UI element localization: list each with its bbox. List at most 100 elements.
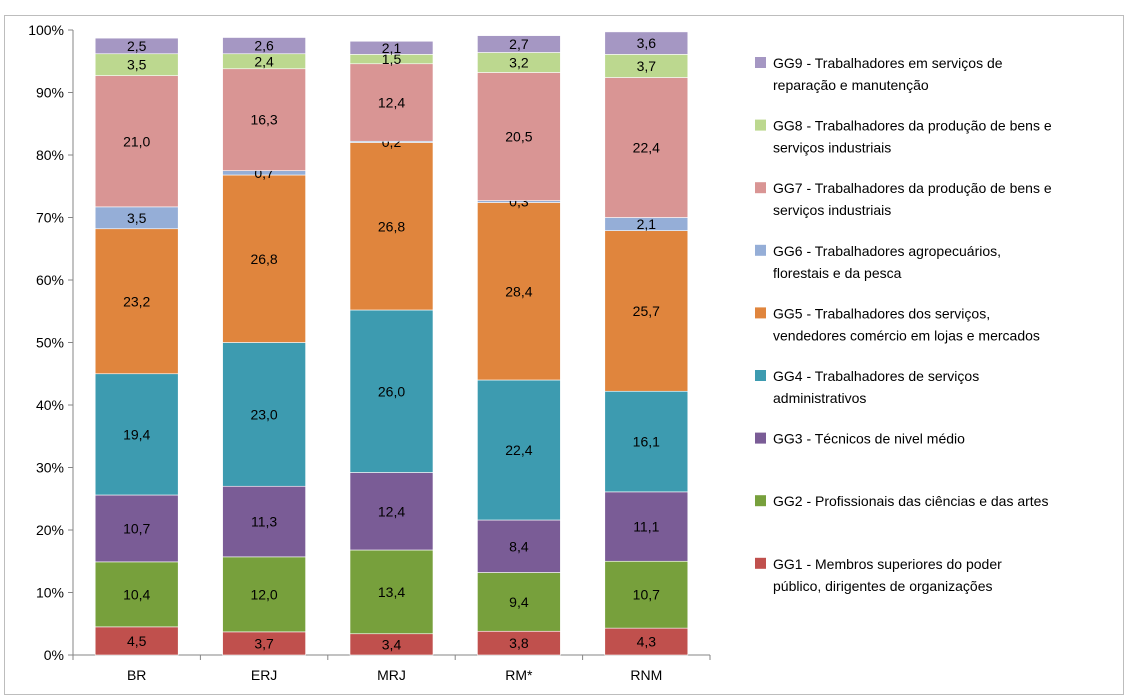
y-tick-label: 70% — [36, 210, 64, 226]
legend-swatch — [755, 57, 766, 68]
legend-swatch — [755, 432, 766, 444]
x-tick-label: MRJ — [377, 667, 406, 683]
data-label: 11,3 — [251, 514, 277, 530]
data-label: 3,4 — [382, 636, 402, 652]
legend-label: GG6 - Trabalhadores agropecuários, — [773, 243, 1001, 259]
legend-label: florestais e da pesca — [773, 265, 902, 281]
legend-label: GG7 - Trabalhadores da produção de bens … — [773, 180, 1052, 196]
bar-segment — [222, 485, 306, 558]
data-label: 3,2 — [509, 55, 529, 71]
bar-segment — [349, 472, 434, 551]
data-label: 23,2 — [123, 293, 150, 309]
bar-segment — [94, 75, 179, 208]
data-label: 21,0 — [123, 133, 150, 149]
legend-swatch — [755, 370, 766, 381]
data-label: 2,7 — [509, 36, 529, 52]
data-label: 12,0 — [250, 586, 277, 602]
legend-swatch — [755, 119, 766, 131]
y-tick-label: 80% — [36, 147, 64, 163]
x-tick-label: BR — [127, 667, 146, 683]
legend-label: GG9 - Trabalhadores em serviços de — [773, 55, 1003, 71]
data-label: 28,4 — [505, 283, 532, 299]
bar-segment — [222, 68, 306, 171]
legend-swatch — [755, 244, 766, 256]
bar-segment — [477, 35, 561, 53]
data-label: 2,5 — [127, 38, 147, 54]
data-label: 3,5 — [127, 210, 147, 226]
data-label: 23,0 — [250, 406, 277, 422]
data-label: 9,4 — [509, 594, 529, 610]
x-tick-label: ERJ — [251, 667, 277, 683]
bar-segment — [349, 63, 434, 142]
data-label: 1,5 — [382, 51, 402, 67]
y-tick-label: 40% — [36, 397, 64, 413]
y-tick-label: 30% — [36, 460, 64, 476]
legend-label: GG8 - Trabalhadores da produção de bens … — [773, 118, 1052, 134]
legend-label: serviços industriais — [773, 202, 891, 218]
legend-label: GG4 - Trabalhadores de serviços — [773, 368, 979, 384]
bar-segment — [604, 560, 689, 629]
bar-segment — [477, 202, 561, 381]
data-label: 22,4 — [633, 140, 660, 156]
y-tick-label: 20% — [36, 522, 64, 538]
data-label: 19,4 — [123, 426, 150, 442]
data-label: 26,8 — [378, 218, 405, 234]
bar-segment — [349, 549, 434, 635]
bar-segment — [477, 72, 561, 201]
legend-label: reparação e manutenção — [773, 77, 929, 93]
data-label: 4,3 — [637, 634, 657, 650]
data-label: 16,1 — [633, 434, 660, 450]
legend-swatch — [755, 307, 766, 319]
legend-label: serviços industriais — [773, 140, 891, 156]
bar-segment — [94, 373, 179, 496]
bar-segment — [222, 37, 306, 55]
data-label: 25,7 — [633, 303, 660, 319]
data-label: 3,8 — [509, 635, 529, 651]
bar-segment — [222, 556, 306, 633]
bar-segment — [94, 561, 179, 628]
data-label: 10,7 — [633, 587, 660, 603]
legend-label: GG2 - Profissionais das ciências e das a… — [773, 493, 1048, 509]
bar-segment — [349, 40, 434, 55]
data-label: 16,3 — [250, 112, 277, 128]
legend-label: vendedores comércio em lojas e mercados — [773, 327, 1040, 343]
data-label: 2,1 — [382, 40, 402, 56]
data-label: 22,4 — [505, 442, 532, 458]
legend-swatch — [755, 557, 766, 569]
data-label: 11,1 — [633, 519, 659, 535]
bar-segment — [94, 37, 179, 55]
data-label: 3,6 — [637, 35, 657, 51]
bar-segment — [604, 230, 689, 392]
data-label: 26,0 — [378, 383, 405, 399]
legend: GG9 - Trabalhadores em serviços de repara… — [755, 55, 1052, 594]
legend-label: GG3 - Técnicos de nivel médio — [773, 431, 965, 447]
legend-label: GG5 - Trabalhadores dos serviços, — [773, 305, 990, 321]
bar-segment — [222, 174, 306, 343]
bar-segment — [94, 626, 179, 656]
data-label: 3,7 — [254, 635, 274, 651]
bar-segment — [94, 228, 179, 375]
legend-label: GG1 - Membros superiores do poder — [773, 556, 1002, 572]
y-tick-label: 0% — [44, 647, 64, 663]
data-label: 20,5 — [505, 129, 532, 145]
data-label: 2,1 — [637, 216, 657, 232]
bar-segment — [604, 77, 689, 218]
data-label: 8,4 — [509, 538, 529, 554]
data-label: 4,5 — [127, 633, 147, 649]
data-label: 10,7 — [123, 520, 150, 536]
x-tick-label: RNM — [630, 667, 662, 683]
data-label: 3,7 — [637, 58, 657, 74]
bar-segment — [349, 142, 434, 311]
legend-label: público, dirigentes de organizações — [773, 578, 992, 594]
y-tick-label: 100% — [28, 22, 64, 38]
legend-swatch — [755, 495, 766, 507]
bar-segment — [349, 309, 434, 473]
data-label: 12,4 — [378, 95, 405, 111]
data-label: 2,6 — [254, 38, 274, 54]
data-label: 13,4 — [378, 584, 405, 600]
data-label: 26,8 — [250, 251, 277, 267]
legend-swatch — [755, 182, 766, 194]
data-label: 12,4 — [378, 503, 405, 519]
chart-area — [4, 15, 1124, 695]
